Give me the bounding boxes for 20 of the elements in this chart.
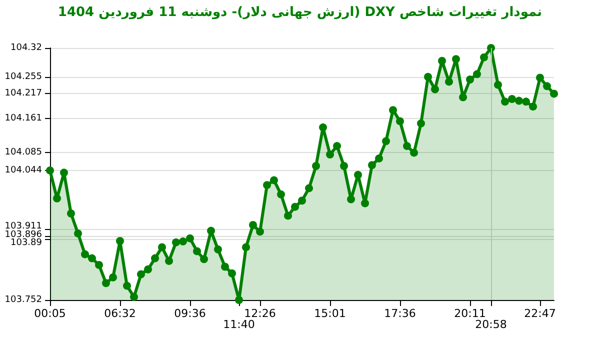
y-tick-label: 104.161 [4,114,42,124]
x-tick-label: 17:36 [384,307,416,320]
y-tick-label: 104.085 [4,147,42,158]
x-tick-label: 00:05 [34,307,66,320]
x-tick-label: 11:40 [223,318,255,331]
x-tick-label: 20:58 [475,318,507,331]
x-tick-label: 09:36 [174,307,206,320]
y-tick-label: 104.217 [4,88,42,99]
x-tick-label: 12:26 [244,307,276,320]
x-tick-label: 22:47 [524,307,556,320]
x-tick-label: 20:11 [454,307,486,320]
y-tick-label: 104.044 [4,165,42,176]
y-tick-label: 104.32 [10,43,42,53]
y-tick-label: 103.89 [10,238,42,248]
x-tick-label: 06:32 [104,307,136,320]
y-tick-label: 104.255 [4,72,42,82]
x-tick-label: 15:01 [314,307,346,320]
chart-title: نمودار تغییرات شاخص DXY (ارزش جهانی دلار)- دوشنبه 11 فروردین 1404 [56,5,544,20]
y-tick-label: 103.752 [4,295,42,305]
y-tick-label: 103.911 [4,221,42,232]
